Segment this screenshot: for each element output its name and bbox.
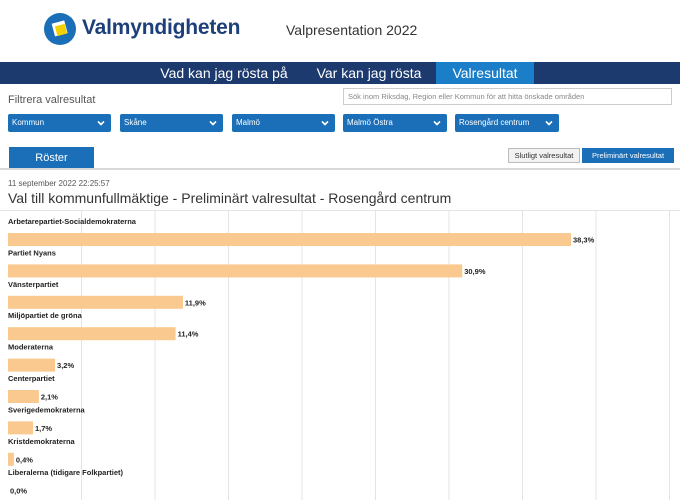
result-bar[interactable] <box>8 358 56 372</box>
preliminary-result-button[interactable]: Preliminärt valresultat <box>582 148 674 163</box>
value-label: 11,9% <box>185 298 206 307</box>
category-label: Miljöpartiet de gröna <box>8 311 83 320</box>
category-label: Partiet Nyans <box>8 248 56 257</box>
result-bar[interactable] <box>8 327 176 341</box>
timestamp: 11 september 2022 22:25:57 <box>8 179 110 188</box>
search-input[interactable]: Sök inom Riksdag, Region eller Kommun fö… <box>343 88 672 105</box>
tab-divider <box>0 168 680 170</box>
value-label: 0,0% <box>10 487 27 496</box>
valmyndigheten-logo-icon[interactable] <box>44 13 76 45</box>
select-value: Kommun <box>12 118 45 127</box>
results-bar-chart: Arbetarepartiet-Socialdemokraterna 38,3% P… <box>0 210 680 500</box>
select-value: Rosengård centrum <box>459 118 530 127</box>
result-bar[interactable] <box>8 421 33 435</box>
select-district[interactable]: Rosengård centrum <box>455 114 559 132</box>
select-municipality[interactable]: Malmö <box>232 114 335 132</box>
header-title: Valpresentation 2022 <box>286 22 418 38</box>
value-label: 38,3% <box>573 236 595 245</box>
value-label: 1,7% <box>35 424 52 433</box>
header: Valmyndigheten Valpresentation 2022 <box>0 0 680 62</box>
select-value: Malmö Östra <box>347 118 393 127</box>
result-bar[interactable] <box>8 452 14 466</box>
logo-text[interactable]: Valmyndigheten <box>82 16 241 39</box>
category-label: Liberalerna (tidigare Folkpartiet) <box>8 468 124 477</box>
chevron-down-icon <box>97 120 105 126</box>
select-region[interactable]: Skåne <box>120 114 223 132</box>
result-bar[interactable] <box>8 233 572 246</box>
value-label: 11,4% <box>178 330 199 339</box>
chevron-down-icon <box>321 120 329 126</box>
category-label: Centerpartiet <box>8 374 55 383</box>
result-bar[interactable] <box>8 295 183 309</box>
tab-roster[interactable]: Röster <box>9 147 94 169</box>
nav-item-vad-kan-jag-rosta-pa[interactable]: Vad kan jag rösta på <box>160 65 288 81</box>
category-label: Kristdemokraterna <box>8 437 76 446</box>
value-label: 3,2% <box>57 361 74 370</box>
value-label: 0,4% <box>16 455 33 464</box>
value-label: 2,1% <box>41 393 58 402</box>
category-label: Sverigedemokraterna <box>8 405 86 414</box>
category-label: Moderaterna <box>8 343 54 352</box>
page-title: Val till kommunfullmäktige - Preliminärt… <box>8 190 452 206</box>
select-constituency[interactable]: Malmö Östra <box>343 114 447 132</box>
chevron-down-icon <box>433 120 441 126</box>
category-label: Arbetarepartiet-Socialdemokraterna <box>8 217 137 226</box>
select-election-type[interactable]: Kommun <box>8 114 111 132</box>
category-label: Vänsterpartiet <box>8 280 59 289</box>
nav-item-var-kan-jag-rosta[interactable]: Var kan jag rösta <box>316 65 422 81</box>
value-label: 30,9% <box>464 267 486 276</box>
nav-item-valresultat[interactable]: Valresultat <box>436 62 534 84</box>
final-result-button[interactable]: Slutligt valresultat <box>508 148 580 163</box>
select-value: Skåne <box>124 118 147 127</box>
select-value: Malmö <box>236 118 261 127</box>
main-nav: Vad kan jag rösta på Var kan jag rösta V… <box>0 62 680 84</box>
chevron-down-icon <box>209 120 217 126</box>
result-bar[interactable] <box>8 264 463 278</box>
result-bar[interactable] <box>8 390 39 403</box>
chevron-down-icon <box>545 120 553 126</box>
filter-label: Filtrera valresultat <box>8 94 96 106</box>
